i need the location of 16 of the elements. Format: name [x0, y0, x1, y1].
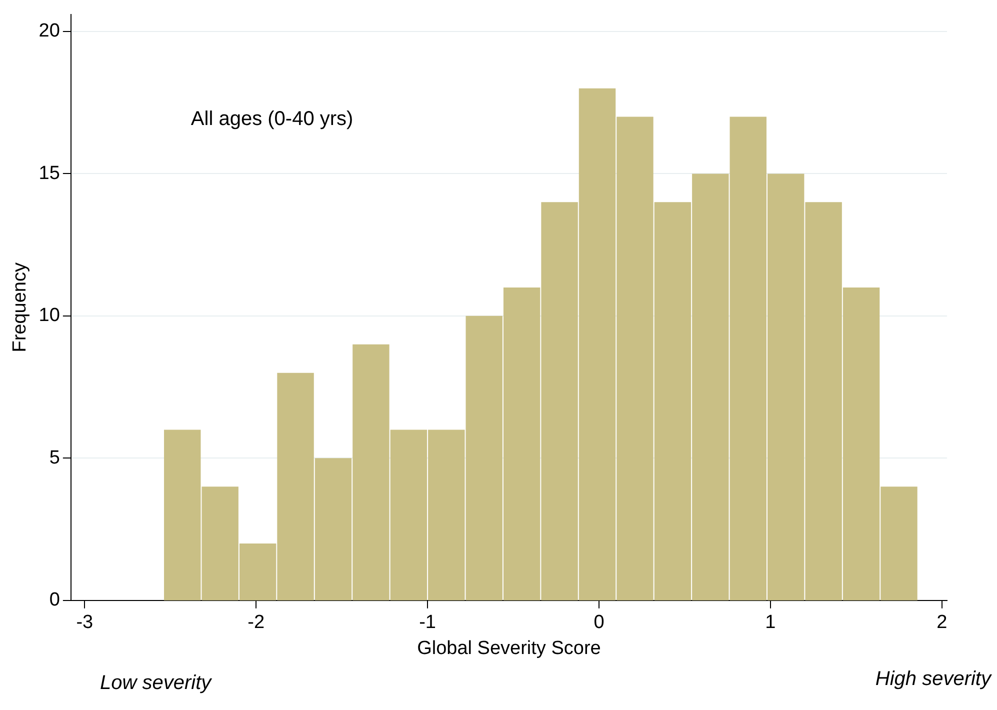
text: Low severity: [100, 672, 212, 695]
y-tick-label: 5: [49, 447, 60, 468]
y-tick-label: 20: [38, 20, 60, 42]
x-tick-label: -2: [248, 612, 265, 634]
x-tick-label: -3: [76, 612, 94, 634]
y-tick-label: 0: [49, 590, 60, 611]
x-tick-label: 2: [936, 612, 948, 634]
text: High severity: [875, 668, 991, 691]
y-axis-title: Frequency: [10, 262, 31, 352]
annotation: All ages (0-40 yrs): [190, 108, 354, 130]
x-axis-title: Global Severity Score: [417, 638, 601, 659]
x-tick-label: -1: [419, 612, 436, 634]
x-tick-label: 1: [765, 612, 776, 634]
y-tick-label: 10: [38, 305, 60, 326]
y-tick-label: 15: [38, 162, 60, 184]
x-tick-label: 0: [594, 612, 604, 634]
